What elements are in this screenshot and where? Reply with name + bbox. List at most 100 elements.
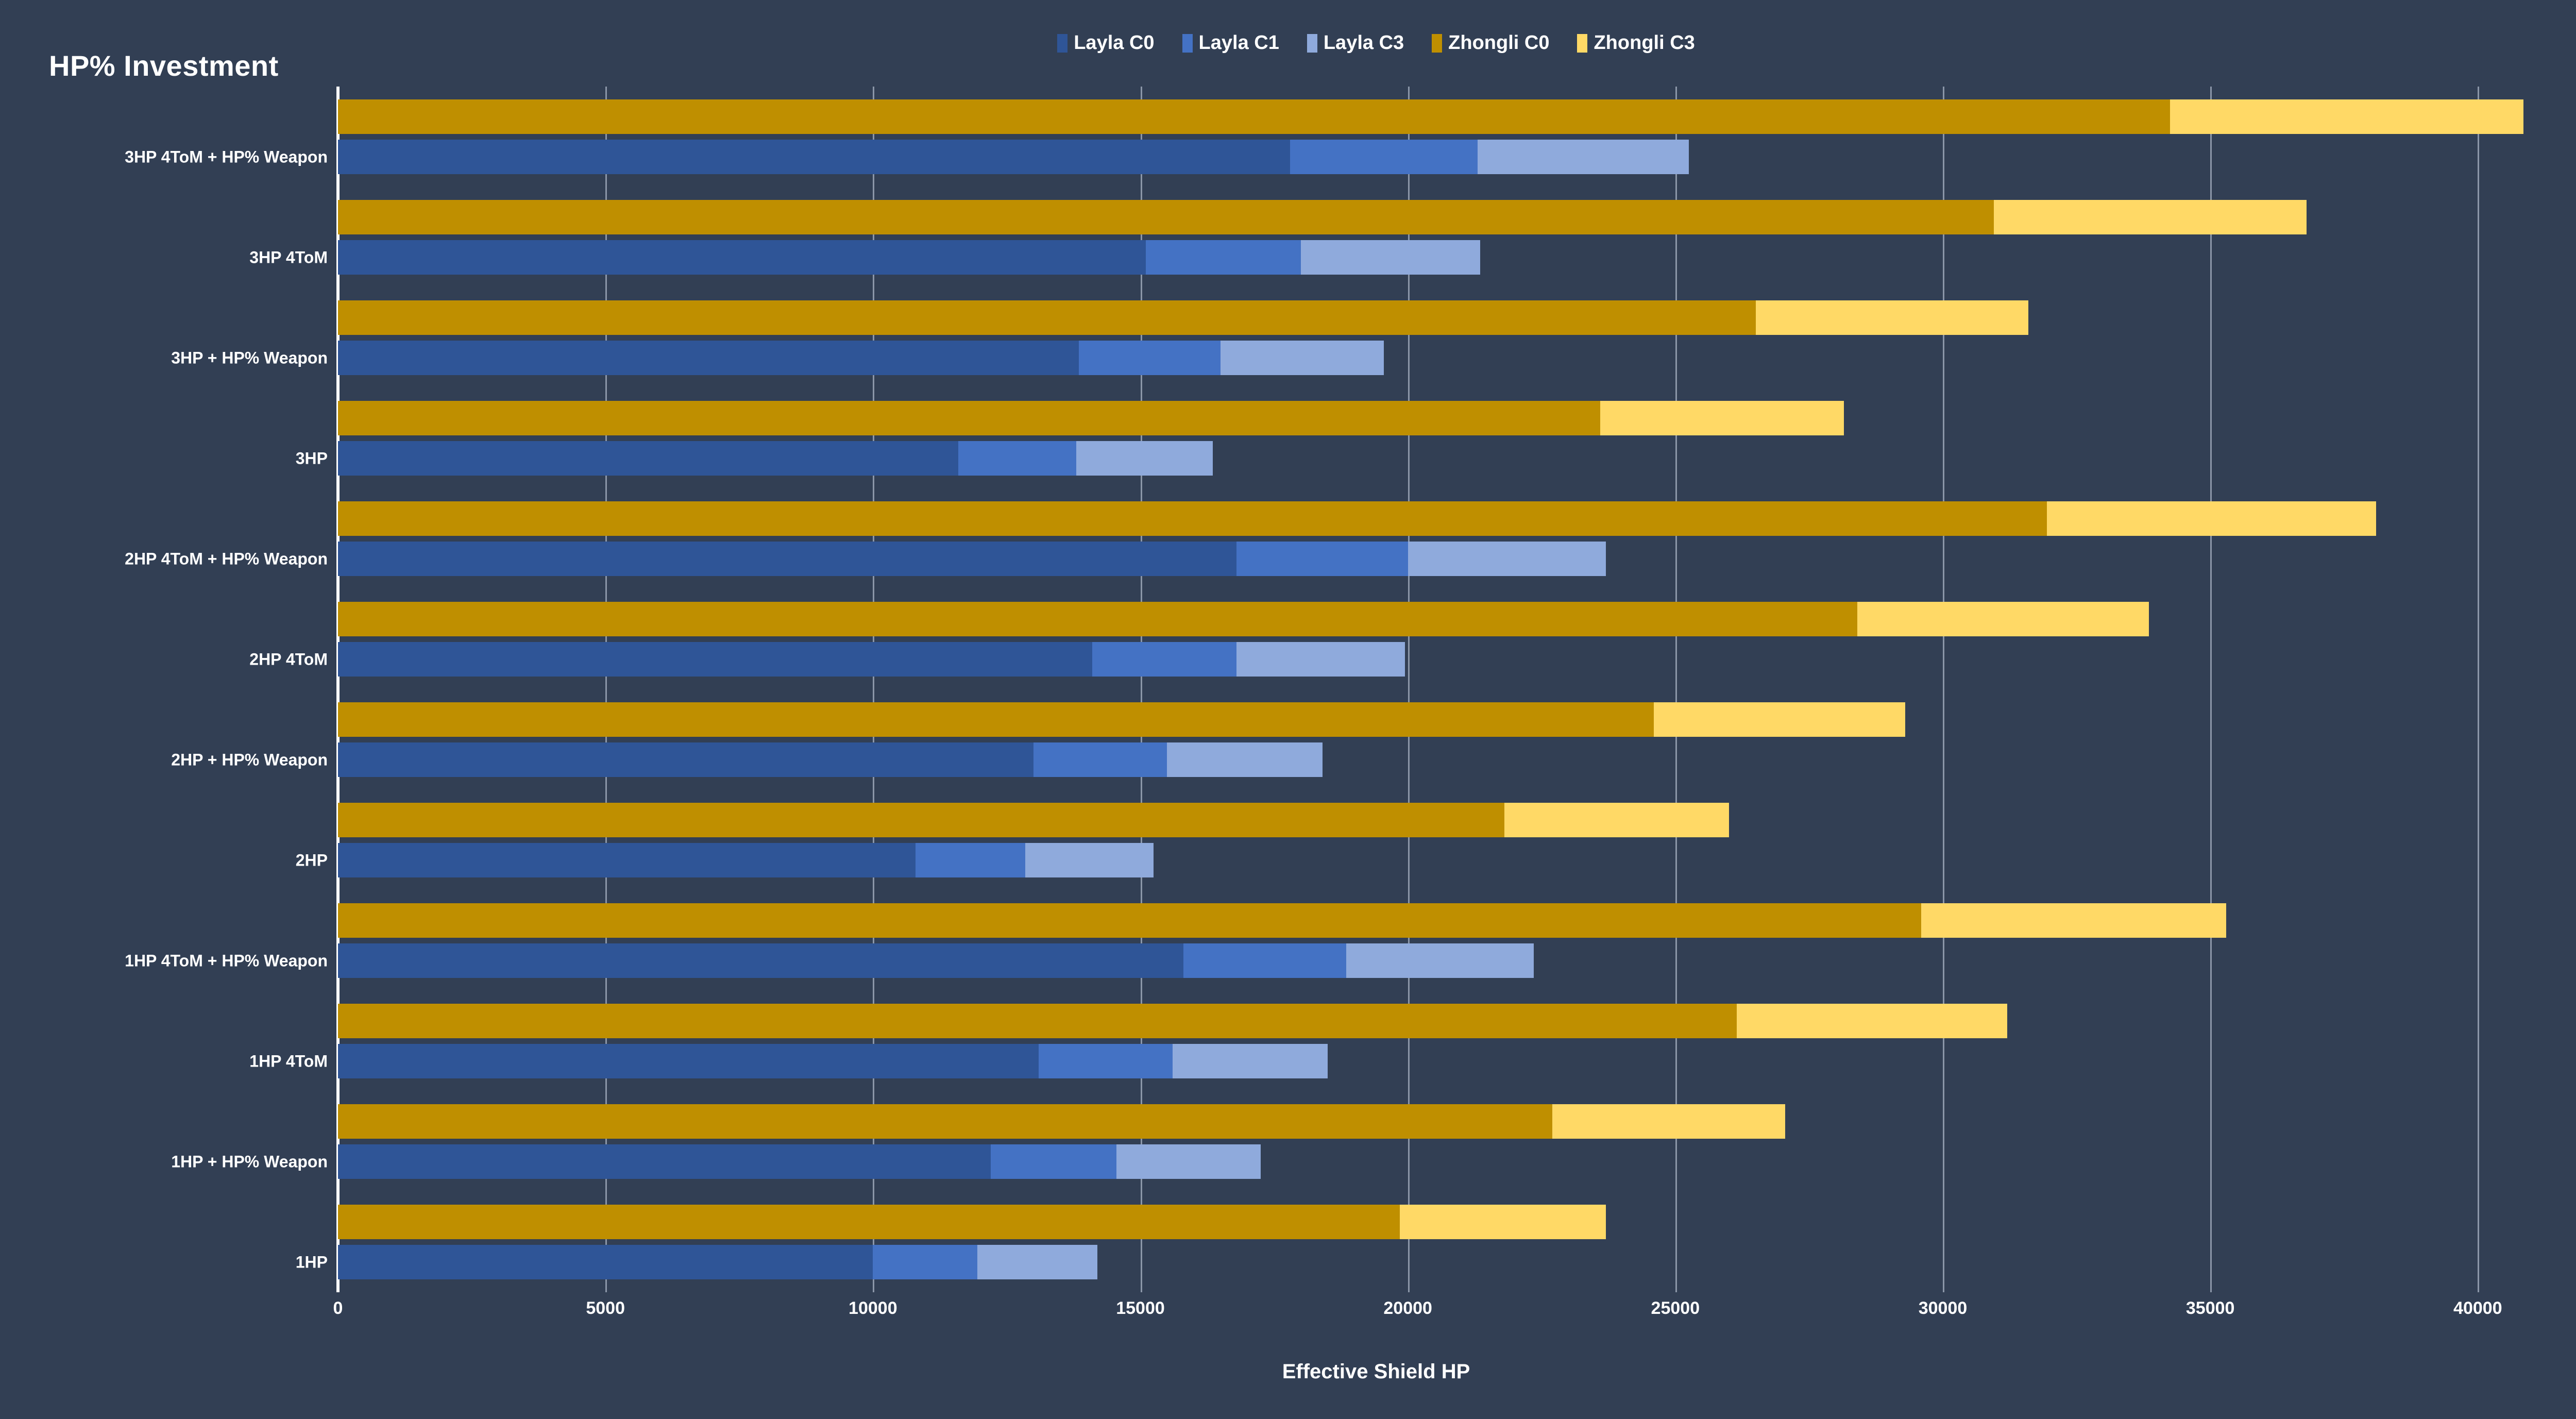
- bar-segment-zhongli-c0[interactable]: [338, 1104, 1553, 1139]
- x-tick-label: 20000: [1383, 1298, 1432, 1318]
- bar-segment-layla-c0[interactable]: [338, 240, 1146, 275]
- bar-zhongli[interactable]: [338, 199, 2576, 235]
- bar-segment-layla-c3[interactable]: [1116, 1144, 1261, 1179]
- bar-zhongli[interactable]: [338, 802, 2576, 838]
- bar-segment-zhongli-c0[interactable]: [338, 501, 2047, 536]
- bar-segment-zhongli-c3[interactable]: [1400, 1204, 1606, 1240]
- bar-segment-layla-c0[interactable]: [338, 1043, 1039, 1079]
- bar-segment-layla-c1[interactable]: [1183, 943, 1347, 978]
- y-axis-label: 3HP + HP% Weapon: [171, 348, 328, 367]
- bar-zhongli[interactable]: [338, 1104, 2576, 1139]
- bar-segment-layla-c1[interactable]: [1290, 139, 1478, 175]
- bar-segment-layla-c0[interactable]: [338, 1244, 873, 1280]
- bar-layla[interactable]: [338, 139, 2576, 175]
- bar-segment-layla-c1[interactable]: [1039, 1043, 1173, 1079]
- bar-segment-zhongli-c3[interactable]: [2170, 99, 2523, 134]
- bar-segment-layla-c1[interactable]: [1236, 541, 1408, 577]
- legend-label: Layla C3: [1323, 32, 1404, 54]
- bar-segment-layla-c0[interactable]: [338, 340, 1079, 376]
- bar-segment-zhongli-c3[interactable]: [1654, 702, 1906, 737]
- bar-segment-layla-c1[interactable]: [1145, 240, 1301, 275]
- y-axis-label: 3HP: [295, 449, 328, 467]
- bar-segment-zhongli-c0[interactable]: [338, 601, 1857, 637]
- y-axis-label: 2HP: [295, 851, 328, 869]
- bar-segment-layla-c0[interactable]: [338, 441, 959, 476]
- bar-segment-zhongli-c3[interactable]: [1552, 1104, 1785, 1139]
- legend-item-zhongli-c3[interactable]: Zhongli C3: [1577, 32, 1695, 54]
- bar-layla[interactable]: [338, 441, 2576, 476]
- bar-segment-zhongli-c0[interactable]: [338, 1204, 1400, 1240]
- bar-segment-zhongli-c3[interactable]: [1737, 1003, 2007, 1039]
- bar-segment-layla-c1[interactable]: [1092, 641, 1237, 677]
- bar-layla[interactable]: [338, 1043, 2576, 1079]
- bar-segment-zhongli-c0[interactable]: [338, 199, 1994, 235]
- legend-item-zhongli-c0[interactable]: Zhongli C0: [1432, 32, 1549, 54]
- bar-zhongli[interactable]: [338, 1204, 2576, 1240]
- bar-segment-zhongli-c3[interactable]: [1857, 601, 2149, 637]
- bar-segment-zhongli-c3[interactable]: [1755, 300, 2029, 335]
- bar-segment-layla-c0[interactable]: [338, 541, 1237, 577]
- bar-segment-layla-c3[interactable]: [1477, 139, 1689, 175]
- bar-segment-layla-c1[interactable]: [958, 441, 1076, 476]
- bar-segment-layla-c3[interactable]: [1076, 441, 1213, 476]
- bar-segment-zhongli-c0[interactable]: [338, 903, 1922, 938]
- bar-segment-layla-c3[interactable]: [977, 1244, 1098, 1280]
- bar-zhongli[interactable]: [338, 501, 2576, 536]
- bar-layla[interactable]: [338, 240, 2576, 275]
- bar-segment-layla-c0[interactable]: [338, 641, 1093, 677]
- bar-segment-layla-c3[interactable]: [1167, 742, 1323, 778]
- legend-item-layla-c0[interactable]: Layla C0: [1057, 32, 1155, 54]
- bar-segment-layla-c3[interactable]: [1408, 541, 1606, 577]
- bar-segment-zhongli-c0[interactable]: [338, 99, 2171, 134]
- bar-segment-layla-c1[interactable]: [1033, 742, 1167, 778]
- bar-segment-zhongli-c3[interactable]: [1993, 199, 2307, 235]
- bar-layla[interactable]: [338, 742, 2576, 778]
- bar-zhongli[interactable]: [338, 903, 2576, 938]
- bar-layla[interactable]: [338, 641, 2576, 677]
- bar-segment-layla-c3[interactable]: [1221, 340, 1384, 376]
- bar-segment-layla-c1[interactable]: [873, 1244, 977, 1280]
- bar-segment-zhongli-c0[interactable]: [338, 1003, 1737, 1039]
- bar-zhongli[interactable]: [338, 601, 2576, 637]
- legend-item-layla-c3[interactable]: Layla C3: [1307, 32, 1404, 54]
- bar-zhongli[interactable]: [338, 300, 2576, 335]
- legend-item-layla-c1[interactable]: Layla C1: [1182, 32, 1279, 54]
- bar-layla[interactable]: [338, 340, 2576, 376]
- bar-layla[interactable]: [338, 1144, 2576, 1179]
- page-title: HP% Investment: [49, 49, 279, 82]
- bar-segment-layla-c3[interactable]: [1346, 943, 1534, 978]
- legend-swatch-icon: [1057, 33, 1068, 53]
- bar-layla[interactable]: [338, 541, 2576, 577]
- bar-layla[interactable]: [338, 842, 2576, 878]
- bar-segment-zhongli-c0[interactable]: [338, 702, 1654, 737]
- bar-segment-layla-c1[interactable]: [916, 842, 1026, 878]
- bar-zhongli[interactable]: [338, 1003, 2576, 1039]
- bar-zhongli[interactable]: [338, 702, 2576, 737]
- bar-layla[interactable]: [338, 943, 2576, 978]
- bar-segment-layla-c0[interactable]: [338, 943, 1183, 978]
- bar-segment-zhongli-c3[interactable]: [1921, 903, 2227, 938]
- bar-segment-zhongli-c0[interactable]: [338, 400, 1601, 436]
- bar-zhongli[interactable]: [338, 99, 2576, 134]
- bar-layla[interactable]: [338, 1244, 2576, 1280]
- bar-segment-zhongli-c0[interactable]: [338, 300, 1756, 335]
- bar-segment-layla-c1[interactable]: [1079, 340, 1221, 376]
- bar-segment-zhongli-c3[interactable]: [2047, 501, 2377, 536]
- bar-segment-layla-c0[interactable]: [338, 742, 1033, 778]
- bar-segment-layla-c3[interactable]: [1300, 240, 1480, 275]
- bar-segment-layla-c3[interactable]: [1236, 641, 1405, 677]
- bar-segment-layla-c0[interactable]: [338, 139, 1291, 175]
- bar-segment-layla-c3[interactable]: [1025, 842, 1154, 878]
- gridline: [1675, 87, 1677, 1292]
- legend-swatch-icon: [1307, 33, 1317, 53]
- bar-segment-zhongli-c3[interactable]: [1504, 802, 1729, 838]
- bar-segment-layla-c0[interactable]: [338, 1144, 991, 1179]
- bar-segment-layla-c1[interactable]: [990, 1144, 1116, 1179]
- bar-segment-zhongli-c0[interactable]: [338, 802, 1504, 838]
- bar-zhongli[interactable]: [338, 400, 2576, 436]
- bar-segment-layla-c0[interactable]: [338, 842, 916, 878]
- gridline: [605, 87, 607, 1292]
- bar-segment-layla-c3[interactable]: [1172, 1043, 1328, 1079]
- bar-segment-zhongli-c3[interactable]: [1600, 400, 1844, 436]
- plot-area: [336, 87, 2576, 1292]
